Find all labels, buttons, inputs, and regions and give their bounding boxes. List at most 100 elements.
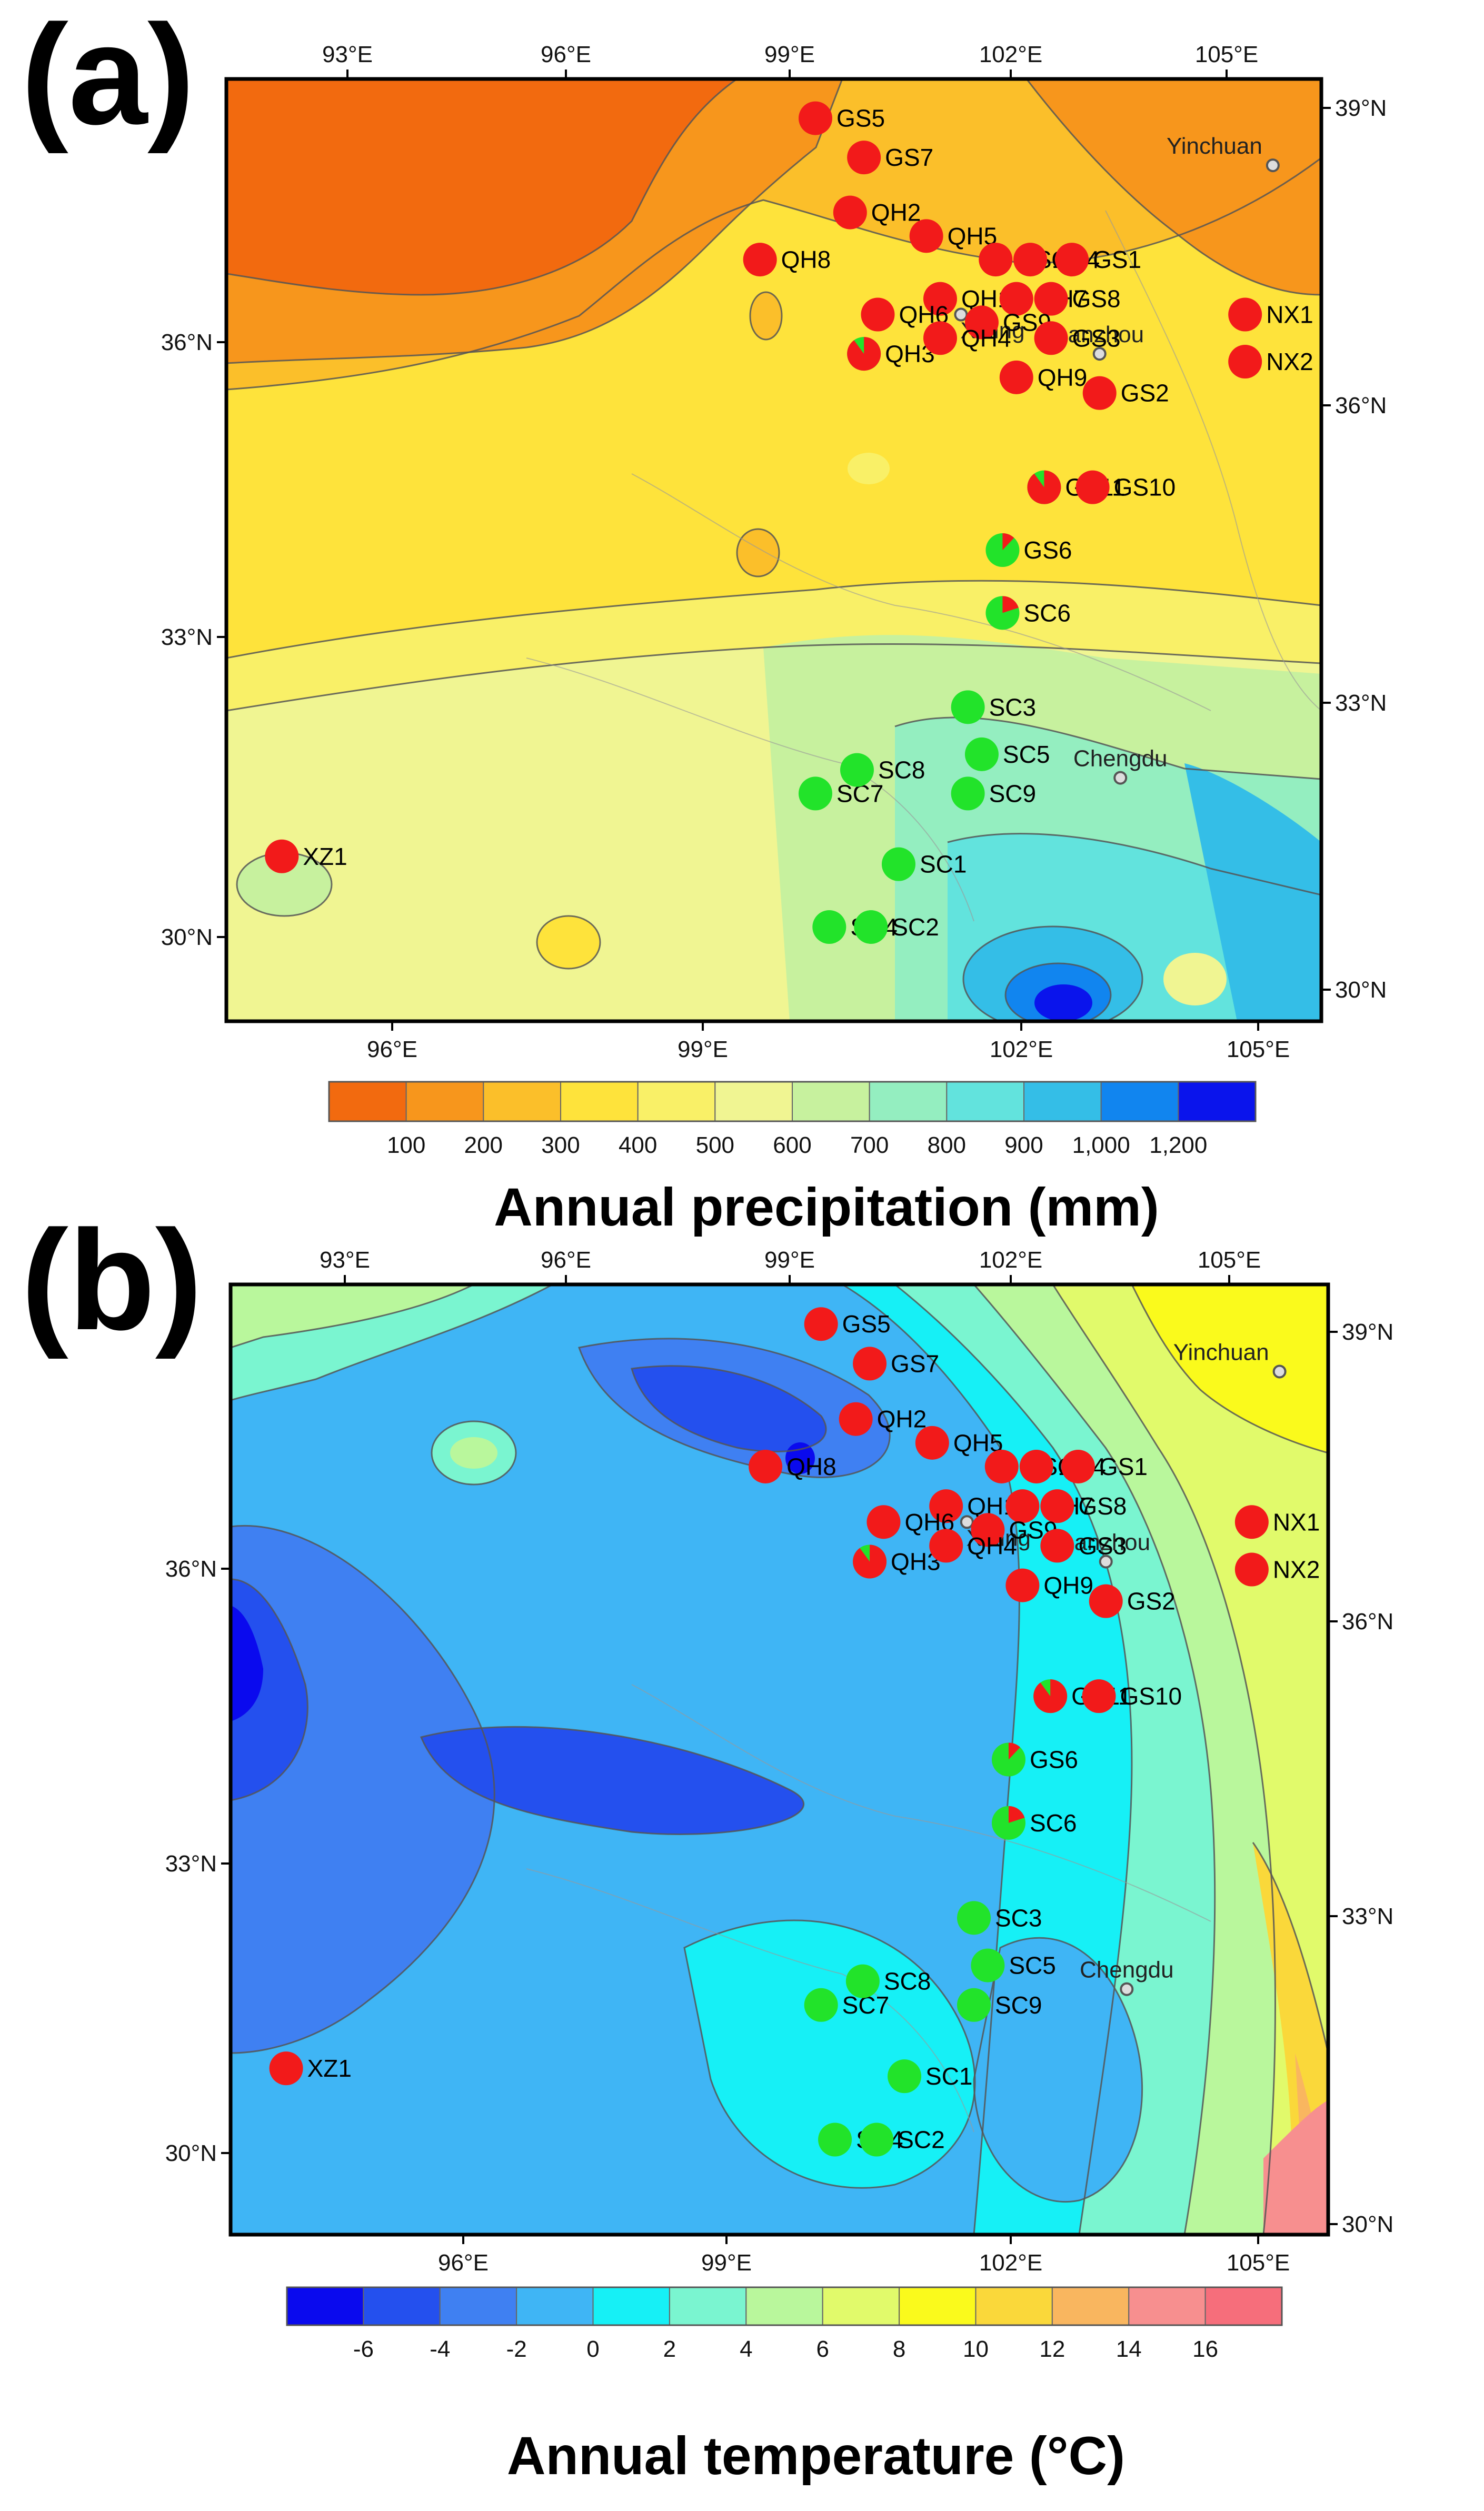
site-marker: NX1 <box>1228 297 1313 332</box>
colorbar-segment <box>975 2287 1053 2326</box>
colorbar-segment <box>592 2287 670 2326</box>
colorbar-tick-label: 700 <box>850 1132 889 1158</box>
site-pie-green <box>812 910 846 944</box>
site-label: SC1 <box>920 851 967 878</box>
site-pie-red <box>1034 282 1068 316</box>
site-label: GS8 <box>1078 1492 1127 1520</box>
colorbar-segment <box>560 1081 639 1122</box>
site-label: SC9 <box>989 780 1036 807</box>
site-pie-green <box>888 2059 922 2094</box>
site-pie-red <box>909 219 943 253</box>
right-tick-label: 30°N <box>1342 2211 1393 2237</box>
city-marker <box>1120 1982 1134 1996</box>
site-marker: SC5 <box>964 737 1050 771</box>
site-label: QH2 <box>871 199 921 226</box>
site-pie-green <box>845 1964 880 1998</box>
site-label: SC2 <box>898 2126 944 2154</box>
left-tick-label: 36°N <box>161 330 213 355</box>
top-tick-label: 99°E <box>764 42 815 67</box>
bottom-tick-label: 105°E <box>1227 2250 1290 2276</box>
site-marker: GS7 <box>853 1347 939 1381</box>
colorbar-segment <box>899 2287 977 2326</box>
site-pie-red <box>839 1402 873 1436</box>
site-pie-red <box>867 1505 901 1539</box>
city-marker <box>1113 771 1128 785</box>
city-marker <box>1099 1555 1113 1569</box>
colorbar-segment <box>328 1081 407 1122</box>
site-pie-red <box>1055 243 1089 277</box>
precipitation-contour-field <box>226 79 1321 1021</box>
site-pie-red <box>1019 1449 1053 1483</box>
site-label: SC9 <box>995 1991 1042 2019</box>
colorbar-segment <box>1023 1081 1102 1122</box>
site-pie-red <box>1034 321 1068 355</box>
site-label: GS10 <box>1114 474 1176 501</box>
panel-b-frame <box>228 1282 1330 2237</box>
top-tick-label: 99°E <box>764 1247 815 1273</box>
site-marker: GS6 <box>991 1742 1078 1777</box>
left-tick-label: 30°N <box>161 924 213 950</box>
site-label: SC6 <box>1030 1809 1077 1837</box>
site-label: SC5 <box>1003 741 1050 768</box>
colorbar-segment <box>286 2287 364 2326</box>
site-marker: GS2 <box>1082 376 1169 410</box>
right-tick-label: 39°N <box>1335 95 1387 121</box>
colorbar-tick-label: 6 <box>816 2336 829 2362</box>
site-marker: GS10 <box>1082 1679 1182 1713</box>
temperature-colorbar: -6 -4 -2 0 2 4 6 8 10 12 14 16 <box>286 2286 1283 2362</box>
colorbar-tick-label: 300 <box>541 1132 580 1158</box>
colorbar-tick-label: 12 <box>1039 2336 1065 2362</box>
site-marker: QH2 <box>839 1402 927 1436</box>
panel-a-frame <box>224 77 1323 1023</box>
site-marker: XZ1 <box>269 2051 352 2086</box>
city-marker <box>1272 1364 1287 1379</box>
site-marker: SC8 <box>845 1964 931 1998</box>
panel-b-axis-ticks: 93°E 96°E 99°E 102°E 105°E 96°E 99°E 102°E 105°E… <box>165 1247 1394 2276</box>
site-label: SC5 <box>1009 1952 1055 1979</box>
site-label: GS8 <box>1072 285 1121 313</box>
site-marker: SC1 <box>881 847 967 881</box>
site-marker: GS1 <box>1055 243 1141 277</box>
site-pie-green <box>951 776 985 811</box>
colorbar-segment <box>669 2287 747 2326</box>
site-pie-red <box>1040 1489 1074 1523</box>
site-marker: NX2 <box>1228 345 1313 378</box>
top-tick-label: 93°E <box>320 1247 370 1273</box>
site-marker: GS8 <box>1040 1489 1127 1523</box>
site-marker: SC7 <box>798 776 883 811</box>
site-marker: SC9 <box>957 1988 1042 2022</box>
site-label: SC2 <box>892 913 939 941</box>
precipitation-colorbar: 100 200 300 400 500 600 700 800 900 1,000 1,200 <box>328 1081 1257 1158</box>
site-pie-green <box>804 1988 838 2022</box>
site-label: SC1 <box>925 2062 972 2090</box>
site-marker: GS5 <box>804 1307 891 1341</box>
colorbar-tick-label: 8 <box>893 2336 905 2362</box>
site-pie-red <box>1013 243 1048 277</box>
site-pie-red <box>749 1449 783 1483</box>
site-marker: NX2 <box>1234 1552 1320 1587</box>
right-tick-label: 33°N <box>1342 1904 1393 1929</box>
site-label: XZ1 <box>307 2055 352 2082</box>
site-pie-red <box>1002 596 1019 613</box>
city-label: Yinchuan <box>1173 1339 1269 1365</box>
site-marker: SC6 <box>991 1806 1077 1840</box>
bottom-tick-label: 105°E <box>1227 1037 1290 1062</box>
site-pie-red <box>923 321 957 355</box>
panel-b-letter: (b) <box>21 1201 203 1360</box>
precipitation-colorbar-title: Annual precipitation (mm) <box>494 1177 1159 1237</box>
site-marker: SC1 <box>888 2059 973 2094</box>
site-marker: QH9 <box>1005 1568 1093 1602</box>
site-pie-red <box>1040 1529 1074 1563</box>
colorbar-tick-label: 4 <box>740 2336 752 2362</box>
site-label: SC6 <box>1023 599 1070 626</box>
site-pie-red <box>1082 1679 1116 1713</box>
site-pie-red <box>1082 376 1117 410</box>
site-label: GS6 <box>1023 536 1072 564</box>
site-pie-green <box>964 737 999 771</box>
colorbar-tick-label: 600 <box>773 1132 811 1158</box>
site-marker: GS2 <box>1089 1584 1176 1618</box>
site-marker: GS8 <box>1034 282 1121 316</box>
site-pie-red <box>923 282 957 316</box>
site-pie-red <box>1089 1584 1123 1618</box>
